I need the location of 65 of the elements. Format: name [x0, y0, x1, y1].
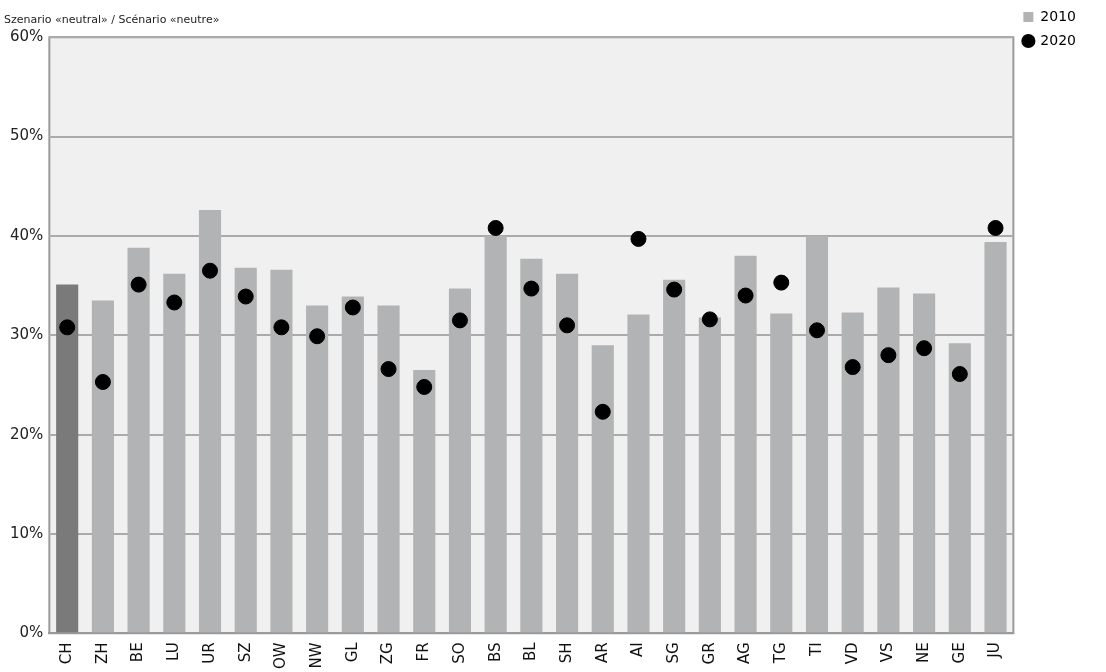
point: [94, 373, 111, 390]
x-tick-label: NW: [307, 642, 326, 669]
x-tick-label: OW: [271, 642, 290, 669]
point: [880, 347, 897, 364]
x-tick-label: CH: [57, 642, 76, 665]
x-tick-label: SH: [556, 642, 575, 664]
y-tick-label: 60%: [10, 27, 44, 46]
point: [559, 317, 576, 334]
x-tick-label: FR: [414, 642, 433, 662]
legend-label: 2010: [1040, 7, 1077, 24]
legend-label: 2020: [1040, 31, 1077, 48]
point: [130, 276, 147, 293]
y-tick-label: 30%: [10, 325, 44, 344]
x-tick-label: AI: [628, 642, 647, 658]
x-tick-label: GL: [342, 641, 361, 663]
point: [594, 403, 611, 420]
x-tick-label: SZ: [235, 642, 254, 663]
point: [202, 262, 219, 279]
x-tick-label: NE: [914, 642, 932, 664]
x-tick-label: ZG: [378, 642, 397, 665]
x-tick-label: SO: [449, 642, 468, 664]
chart-title: Szenario «neutral» / Scénario «neutre»: [4, 13, 220, 27]
point: [523, 280, 540, 297]
point: [416, 378, 433, 395]
point: [808, 322, 825, 339]
y-tick-label: 0%: [19, 623, 44, 642]
x-tick-label: GR: [699, 642, 718, 665]
point: [701, 311, 718, 328]
x-tick-label: JU: [985, 642, 1004, 659]
point: [951, 366, 968, 383]
y-tick-label: 50%: [10, 126, 44, 145]
x-tick-label: UR: [199, 642, 218, 664]
point: [237, 288, 254, 305]
y-tick-label: 20%: [10, 424, 44, 443]
point: [916, 340, 933, 357]
x-tick-label: TI: [806, 642, 825, 657]
x-tick-label: AR: [592, 642, 611, 664]
point: [666, 281, 683, 298]
x-tick-label: BS: [485, 642, 504, 662]
point: [59, 319, 76, 336]
point: [166, 294, 183, 311]
x-tick-label: VS: [878, 642, 897, 663]
x-tick-label: GE: [949, 642, 968, 664]
point: [844, 359, 861, 376]
point: [773, 274, 790, 291]
y-tick-label: 40%: [10, 225, 44, 244]
x-tick-label: VD: [842, 642, 861, 665]
point: [630, 230, 647, 247]
x-tick-label: AG: [735, 642, 754, 664]
x-tick-label: BE: [128, 642, 147, 663]
x-tick-label: TG: [771, 642, 790, 665]
x-tick-label: BL: [521, 641, 540, 662]
x-tick-label: LU: [164, 642, 183, 661]
point: [273, 319, 290, 336]
bar: [56, 284, 79, 633]
point: [451, 312, 468, 329]
y-tick-label: 10%: [10, 523, 44, 542]
point: [737, 287, 754, 304]
point: [380, 361, 397, 378]
point: [344, 299, 361, 316]
point: [487, 219, 504, 236]
x-tick-label: ZH: [92, 642, 111, 664]
x-tick-label: SG: [664, 642, 683, 664]
point: [309, 328, 326, 345]
point: [987, 219, 1004, 236]
